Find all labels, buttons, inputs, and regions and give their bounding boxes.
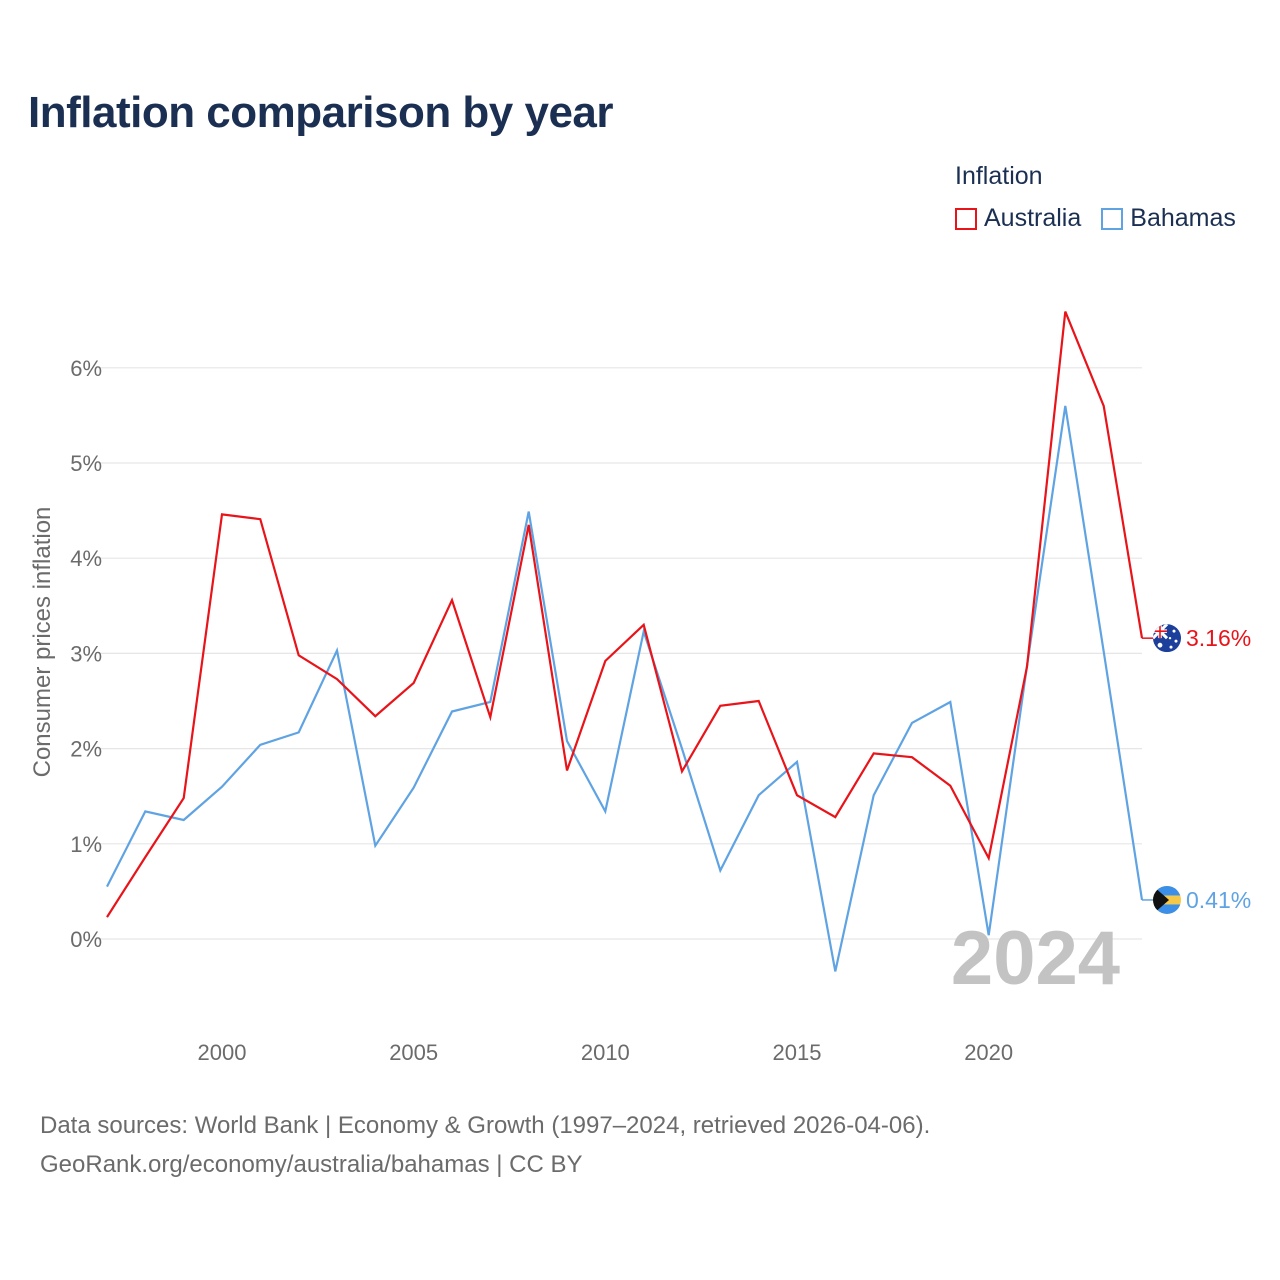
- y-tick-label: 1%: [70, 832, 102, 857]
- source-note: Data sources: World Bank | Economy & Gro…: [40, 1112, 931, 1139]
- data-point-bahamas: [104, 884, 110, 890]
- data-point-bahamas: [142, 808, 148, 814]
- x-tick-label: 2020: [964, 1040, 1013, 1065]
- legend: Australia Bahamas: [955, 204, 1256, 233]
- data-point-australia: [142, 854, 148, 860]
- data-point-australia: [756, 698, 762, 704]
- x-tick-label: 2005: [389, 1040, 438, 1065]
- chart-title: Inflation comparison by year: [28, 88, 614, 137]
- data-point-australia: [909, 754, 915, 760]
- data-point-bahamas: [296, 729, 302, 735]
- data-point-australia: [334, 676, 340, 682]
- data-point-australia: [564, 767, 570, 773]
- data-point-australia: [487, 714, 493, 720]
- series-line-australia: [106, 311, 1144, 918]
- legend-title: Inflation: [955, 162, 1043, 190]
- legend-label-bahamas: Bahamas: [1130, 204, 1236, 232]
- data-point-bahamas: [756, 792, 762, 798]
- legend-item-bahamas[interactable]: Bahamas: [1101, 204, 1236, 233]
- data-point-bahamas: [257, 742, 263, 748]
- data-point-australia: [947, 783, 953, 789]
- data-point-bahamas: [334, 648, 340, 654]
- data-point-australia: [1062, 309, 1068, 315]
- data-point-australia: [794, 792, 800, 798]
- data-point-australia: [832, 814, 838, 820]
- data-point-australia: [104, 914, 110, 920]
- data-point-australia: [257, 516, 263, 522]
- y-tick-label: 3%: [70, 641, 102, 666]
- data-point-bahamas: [181, 817, 187, 823]
- bahamas-flag-icon: [1153, 885, 1181, 914]
- footer: Data sources: World Bank | Economy & Gro…: [40, 1106, 930, 1184]
- data-point-bahamas: [832, 968, 838, 974]
- data-point-australia: [372, 713, 378, 719]
- y-tick-label: 4%: [70, 546, 102, 571]
- x-axis-ticks: 2000 2005 2010 2015 2020: [198, 1040, 1014, 1065]
- data-point-australia: [986, 855, 992, 861]
- data-point-australia: [526, 522, 532, 528]
- data-point-bahamas: [219, 784, 225, 790]
- data-point-australia: [679, 768, 685, 774]
- data-point-bahamas: [871, 792, 877, 798]
- data-point-bahamas: [411, 785, 417, 791]
- y-tick-label: 2%: [70, 737, 102, 762]
- data-point-bahamas: [986, 932, 992, 938]
- data-point-australia: [1024, 664, 1030, 670]
- data-point-australia: [641, 622, 647, 628]
- data-point-bahamas: [1062, 403, 1068, 409]
- data-point-australia: [717, 703, 723, 709]
- bahamas-end-marker: 0.41%: [1142, 885, 1251, 914]
- data-point-australia: [871, 750, 877, 756]
- data-point-bahamas: [717, 867, 723, 873]
- data-point-bahamas: [947, 699, 953, 705]
- data-point-bahamas: [679, 746, 685, 752]
- australia-end-marker: 3.16%: [1142, 624, 1251, 653]
- data-point-bahamas: [372, 843, 378, 849]
- y-tick-label: 0%: [70, 927, 102, 952]
- data-point-australia: [219, 511, 225, 517]
- legend-item-australia[interactable]: Australia: [955, 204, 1081, 233]
- legend-swatch-bahamas: [1101, 207, 1124, 230]
- year-watermark: 2024: [951, 916, 1120, 1001]
- data-point-australia: [181, 795, 187, 801]
- bahamas-end-label: 0.41%: [1186, 887, 1251, 913]
- legend-swatch-australia: [955, 207, 977, 230]
- y-tick-label: 5%: [70, 451, 102, 476]
- data-point-australia: [411, 680, 417, 686]
- australia-flag-icon: [1153, 624, 1181, 653]
- gridlines: [98, 367, 1142, 940]
- data-point-australia: [449, 597, 455, 603]
- data-point-bahamas: [794, 759, 800, 765]
- data-point-australia: [296, 652, 302, 658]
- data-point-bahamas: [526, 509, 532, 515]
- data-point-bahamas: [564, 738, 570, 744]
- legend-label-australia: Australia: [984, 204, 1082, 232]
- australia-end-label: 3.16%: [1186, 625, 1251, 651]
- x-tick-label: 2010: [581, 1040, 630, 1065]
- data-point-bahamas: [1101, 648, 1107, 654]
- x-tick-label: 2000: [198, 1040, 247, 1065]
- y-axis-title: Consumer prices inflation: [29, 507, 56, 778]
- attribution-link[interactable]: GeoRank.org/economy/australia/bahamas | …: [40, 1151, 583, 1178]
- data-point-bahamas: [449, 708, 455, 714]
- data-point-australia: [1101, 403, 1107, 409]
- series-lines: [104, 309, 1144, 974]
- y-axis-ticks: 0% 1% 2% 3% 4% 5% 6%: [70, 356, 102, 952]
- data-point-australia: [602, 658, 608, 664]
- data-point-bahamas: [909, 720, 915, 726]
- x-tick-label: 2015: [773, 1040, 822, 1065]
- series-line-bahamas: [106, 405, 1144, 972]
- y-tick-label: 6%: [70, 356, 102, 381]
- data-point-bahamas: [602, 808, 608, 814]
